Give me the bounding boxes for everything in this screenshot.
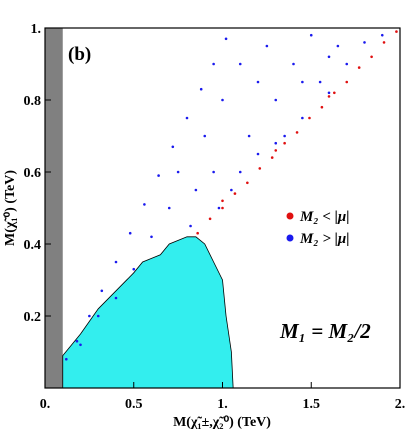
legend-label: M₂ > |μ| [299,231,350,247]
point [256,80,260,84]
point [295,131,299,134]
point [357,66,361,69]
point [256,152,260,156]
x-tick-label: 1. [217,397,228,412]
point [199,87,203,91]
point [203,134,207,138]
point [221,98,224,102]
point [114,296,118,300]
point [370,55,373,59]
point [171,145,175,149]
y-tick-label: 0.4 [24,238,42,253]
x-axis-label: M(χ̃₁±,χ̃₂⁰) (TeV) [173,415,271,430]
legend-marker [286,212,294,220]
point [382,41,386,44]
y-tick-label: 0.6 [24,166,42,181]
point [292,62,295,66]
point [194,188,198,192]
y-tick-label: 1. [31,22,42,37]
point [65,357,68,361]
point [318,80,322,84]
point [327,91,331,95]
point [274,98,278,102]
point [363,41,366,44]
point [224,37,228,41]
point [88,314,91,318]
point [333,91,336,95]
annotation: M₁ = M₂/2 [279,319,371,343]
point [308,116,311,120]
point [336,44,340,48]
point [157,174,160,177]
point [301,116,304,120]
point [270,156,274,159]
point [167,206,171,210]
point [345,62,349,66]
x-tick-label: 1.5 [303,397,321,412]
point [283,141,286,145]
point [327,95,331,98]
point [96,314,100,318]
point [132,267,136,271]
point [221,199,224,203]
point [150,235,153,239]
point [212,62,215,66]
point [380,33,384,37]
point [301,80,304,84]
point [258,167,262,170]
y-tick-label: 0.2 [24,310,42,325]
y-axis-label: M(χ̃₁⁰) (TeV) [3,170,18,246]
point [246,181,249,185]
excluded-band [45,28,63,388]
point [274,149,278,152]
point [238,62,242,66]
point [327,55,331,59]
point [265,44,269,48]
point [79,343,82,347]
x-tick-label: 0. [40,397,51,412]
point [320,105,324,109]
point [283,134,286,138]
x-tick-label: 2. [395,397,406,412]
point [185,116,189,120]
legend-marker [286,234,294,242]
point [196,231,199,235]
point [230,188,233,192]
y-tick-label: 0.8 [24,94,42,109]
point [143,203,146,206]
point [212,170,215,174]
point [238,170,242,174]
region [62,236,234,389]
point [221,206,224,210]
x-tick-label: 0.5 [125,397,143,412]
point [309,33,313,37]
point [345,80,349,84]
point [208,217,212,221]
point [114,260,118,264]
point [128,231,132,235]
legend-label: M₂ < |μ| [299,209,350,225]
point [247,134,251,138]
point [176,170,180,174]
point [100,289,104,293]
panel-label: (b) [68,44,91,65]
point [217,206,221,210]
point [189,224,192,228]
point [75,339,79,343]
point [233,192,237,195]
point [395,30,398,33]
point [274,141,278,145]
